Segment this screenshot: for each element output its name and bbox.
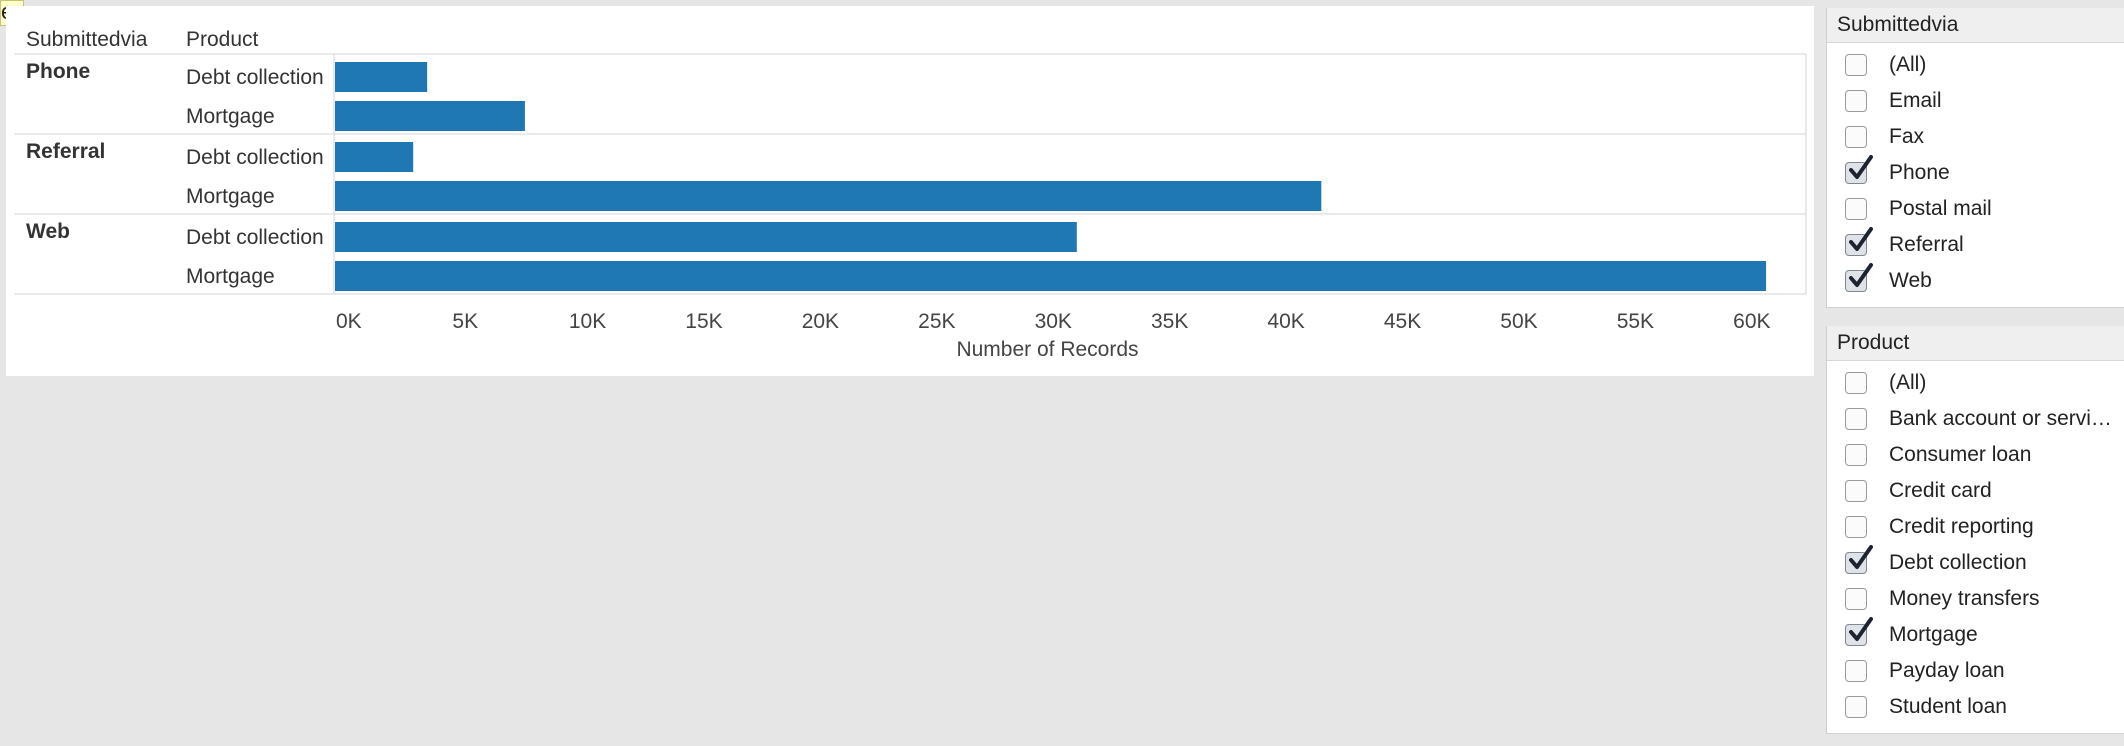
filter-option-label: Referral <box>1889 233 1964 256</box>
x-tick-label: 30K <box>1035 310 1072 333</box>
checkbox[interactable] <box>1845 660 1867 682</box>
bar-chart: Phone Debt collection Mortgage Referral Debt… <box>14 53 1807 361</box>
checkmark-icon <box>1849 617 1873 641</box>
checkbox[interactable] <box>1845 588 1867 610</box>
filter-option[interactable]: Bank account or servi… <box>1827 401 2124 437</box>
filter-option[interactable]: Credit reporting <box>1827 509 2124 545</box>
filter-option[interactable]: (All) <box>1827 47 2124 83</box>
checkbox[interactable] <box>1845 516 1867 538</box>
filter-option[interactable]: Debt collection <box>1827 545 2124 581</box>
row-header-submittedvia: Submittedvia <box>26 28 148 51</box>
checkmark-icon <box>1849 545 1873 569</box>
checkbox[interactable] <box>1845 696 1867 718</box>
bar-web-debt-collection[interactable] <box>335 222 1077 252</box>
bar-referral-debt-collection[interactable] <box>335 142 414 172</box>
category-label: Debt collection <box>186 146 324 169</box>
checkbox[interactable] <box>1845 372 1867 394</box>
x-tick-label: 35K <box>1151 310 1188 333</box>
filter-option[interactable]: Phone <box>1827 155 2124 191</box>
filter-option-label: (All) <box>1889 53 1927 76</box>
bar-web-mortgage[interactable] <box>335 261 1767 291</box>
x-tick-label: 0K <box>336 310 362 333</box>
filter-option[interactable]: Web <box>1827 263 2124 299</box>
filter-option[interactable]: Postal mail <box>1827 191 2124 227</box>
filter-option-label: Money transfers <box>1889 587 2040 610</box>
filter-option-label: Email <box>1889 89 1942 112</box>
filter-item-list: (All) Bank account or servi… Consumer loan… <box>1827 361 2124 733</box>
checkbox[interactable] <box>1845 155 1873 184</box>
category-label: Debt collection <box>186 66 324 89</box>
checkbox[interactable] <box>1845 227 1873 256</box>
category-label: Mortgage <box>186 185 275 208</box>
filter-option[interactable]: Credit card <box>1827 473 2124 509</box>
filter-option-label: (All) <box>1889 371 1927 394</box>
filter-option-label: Consumer loan <box>1889 443 2032 466</box>
checkbox[interactable] <box>1845 408 1867 430</box>
category-label: Mortgage <box>186 105 275 128</box>
filter-card-submittedvia: Submittedvia (All) Email Fax Phone Postal ma… <box>1826 8 2124 308</box>
checkbox[interactable] <box>1845 617 1873 646</box>
category-label: Debt collection <box>186 226 324 249</box>
filter-option-label: Web <box>1889 269 1932 292</box>
checkbox[interactable] <box>1845 126 1867 148</box>
x-tick-label: 15K <box>685 310 722 333</box>
checkbox[interactable] <box>1845 90 1867 112</box>
filter-option-label: Student loan <box>1889 695 2007 718</box>
filter-option[interactable]: Fax <box>1827 119 2124 155</box>
filter-option[interactable]: Email <box>1827 83 2124 119</box>
x-tick-label: 40K <box>1267 310 1304 333</box>
checkmark-icon <box>1849 227 1873 251</box>
filter-option[interactable]: Student loan <box>1827 689 2124 725</box>
filter-option-label: Payday loan <box>1889 659 2005 682</box>
filter-option[interactable]: Money transfers <box>1827 581 2124 617</box>
filter-item-list: (All) Email Fax Phone Postal mail Referral Web <box>1827 43 2124 307</box>
filter-option-label: Phone <box>1889 161 1950 184</box>
filter-card-product: Product (All) Bank account or servi… Consu… <box>1826 326 2124 734</box>
x-tick-label: 5K <box>452 310 478 333</box>
x-tick-label: 20K <box>802 310 839 333</box>
group-label-referral: Referral <box>26 140 105 163</box>
bar-phone-mortgage[interactable] <box>335 101 525 131</box>
filter-option[interactable]: Mortgage <box>1827 617 2124 653</box>
filter-title: Product <box>1827 326 2124 361</box>
checkbox[interactable] <box>1845 545 1873 574</box>
filter-option[interactable]: (All) <box>1827 365 2124 401</box>
filter-option-label: Credit card <box>1889 479 1992 502</box>
checkmark-icon <box>1849 155 1873 179</box>
filter-option[interactable]: Consumer loan <box>1827 437 2124 473</box>
filter-option-label: Fax <box>1889 125 1925 148</box>
group-label-phone: Phone <box>26 60 90 83</box>
filter-option-label: Bank account or servi… <box>1889 407 2112 430</box>
checkmark-icon <box>1849 263 1873 287</box>
group-label-web: Web <box>26 220 70 243</box>
checkbox[interactable] <box>1845 444 1867 466</box>
bar-referral-mortgage[interactable] <box>335 181 1322 211</box>
filter-option-label: Postal mail <box>1889 197 1992 220</box>
checkbox[interactable] <box>1845 263 1873 292</box>
bar-phone-debt-collection[interactable] <box>335 62 428 92</box>
x-tick-label: 60K <box>1733 310 1770 333</box>
checkbox[interactable] <box>1845 480 1867 502</box>
checkbox[interactable] <box>1845 198 1867 220</box>
category-label: Mortgage <box>186 265 275 288</box>
filter-option-label: Debt collection <box>1889 551 2027 574</box>
filter-option[interactable]: Payday loan <box>1827 653 2124 689</box>
filter-option-label: Credit reporting <box>1889 515 2034 538</box>
x-tick-label: 10K <box>569 310 606 333</box>
x-tick-label: 45K <box>1384 310 1421 333</box>
checkbox[interactable] <box>1845 54 1867 76</box>
filter-option[interactable]: Referral <box>1827 227 2124 263</box>
x-tick-label: 50K <box>1500 310 1537 333</box>
viz-panel: Submittedvia Product Phone Debt collectio… <box>6 6 1814 376</box>
x-tick-label: 25K <box>918 310 955 333</box>
filter-title: Submittedvia <box>1827 8 2124 43</box>
x-axis-label: Number of Records <box>956 338 1138 361</box>
row-header-product: Product <box>186 28 259 51</box>
x-tick-label: 55K <box>1617 310 1654 333</box>
filter-option-label: Mortgage <box>1889 623 1978 646</box>
